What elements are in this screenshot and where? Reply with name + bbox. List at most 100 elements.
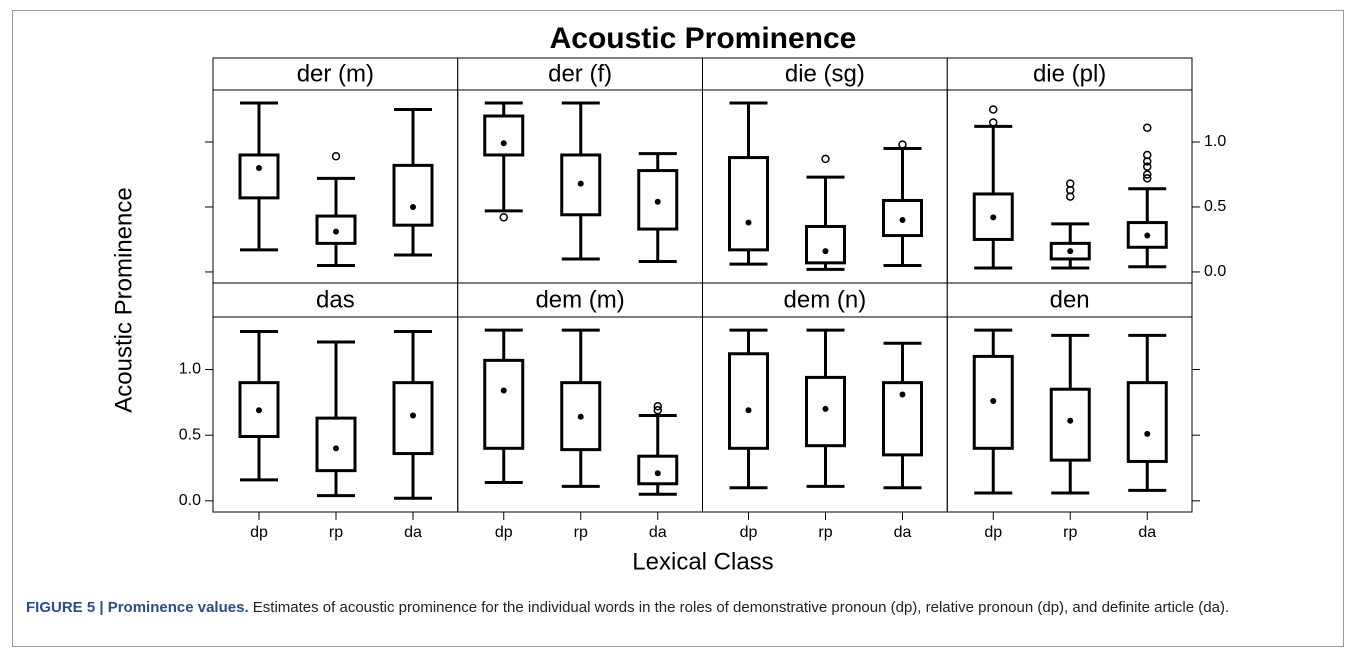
box [238,153,280,200]
box [728,156,769,252]
outlier [989,105,998,114]
median [822,248,829,255]
median [410,412,416,419]
median [745,407,752,414]
strip [457,282,703,318]
strip [946,282,1193,318]
x-tick-label: rp [574,524,588,541]
median [256,164,262,171]
median [410,203,416,210]
chart-title: Acoustic Prominence [550,22,857,55]
y-tick-label: 0.5 [1204,198,1226,215]
panel [946,316,1193,513]
box [560,381,602,452]
figure-frame [12,10,1344,647]
median [654,198,661,205]
median [822,405,829,412]
caption-text: Estimates of acoustic prominence for the… [252,599,1230,616]
median [1067,248,1074,255]
strip [946,57,1193,91]
median [577,413,584,420]
strip [702,282,948,318]
outlier [653,402,662,411]
strip-label: den [1050,286,1090,313]
box [882,198,923,238]
x-tick-label: rp [818,524,832,541]
box [392,381,434,456]
y-axis-label: Acoustic Prominence [110,187,137,412]
box [882,381,923,457]
caption-label: FIGURE 5 | Prominence values. [26,599,249,616]
x-tick-label: rp [329,524,343,541]
median [745,219,752,226]
box [637,169,679,231]
box [560,153,602,217]
outlier [1143,157,1152,166]
box [483,114,525,157]
median [500,387,507,394]
strip-label: dem (m) [535,286,624,313]
box [238,381,280,438]
box [1049,387,1091,462]
box [483,358,525,450]
x-tick-label: dp [740,524,758,541]
median [899,391,906,398]
box [805,224,846,265]
outlier [1143,162,1152,171]
x-tick-label: rp [1063,524,1077,541]
x-tick-label: dp [495,524,513,541]
median [500,140,507,147]
x-tick-label: da [1138,524,1156,541]
median [990,214,997,221]
median [333,445,339,452]
outlier [1066,192,1075,201]
strip-label: der (m) [297,60,374,87]
strip-label: das [316,286,355,313]
box [805,375,846,448]
outlier [821,154,830,164]
outlier [653,405,662,415]
y-tick-label: 0.0 [179,492,201,509]
outlier [331,152,341,161]
median [577,180,584,187]
x-tick-label: dp [250,524,268,541]
box [392,163,434,227]
outlier [499,213,508,222]
box [315,416,357,473]
chart: Acoustic Prominence Acoustic Prominence … [110,22,1226,575]
box [315,214,357,245]
outlier [1143,170,1152,179]
median [1144,232,1151,239]
box [972,354,1014,450]
y-tick-label: 1.0 [1204,133,1226,150]
y-tick-label: 1.0 [179,361,201,378]
box [637,454,679,486]
outlier [1143,174,1152,183]
median [899,216,906,223]
median [654,470,661,477]
median [1144,430,1151,437]
median [1067,417,1074,424]
box [728,352,769,450]
outlier [898,140,907,149]
strip [212,282,459,318]
x-tick-label: dp [984,524,1002,541]
outlier [989,118,998,127]
x-axis-label: Lexical Class [632,548,773,575]
strip-label: die (sg) [785,60,865,87]
box [972,192,1014,241]
median [333,228,339,235]
x-tick-label: da [894,524,912,541]
x-tick-label: da [649,524,667,541]
outlier [1143,123,1152,132]
y-tick-label: 0.5 [179,426,201,443]
strip-label: die (pl) [1033,60,1106,87]
strip-label: dem (n) [784,286,867,313]
box [1126,381,1168,463]
box [1049,241,1091,261]
y-tick-label: 0.0 [1204,263,1226,280]
box [1126,221,1168,249]
median [990,398,997,405]
strip-label: der (f) [548,60,612,87]
